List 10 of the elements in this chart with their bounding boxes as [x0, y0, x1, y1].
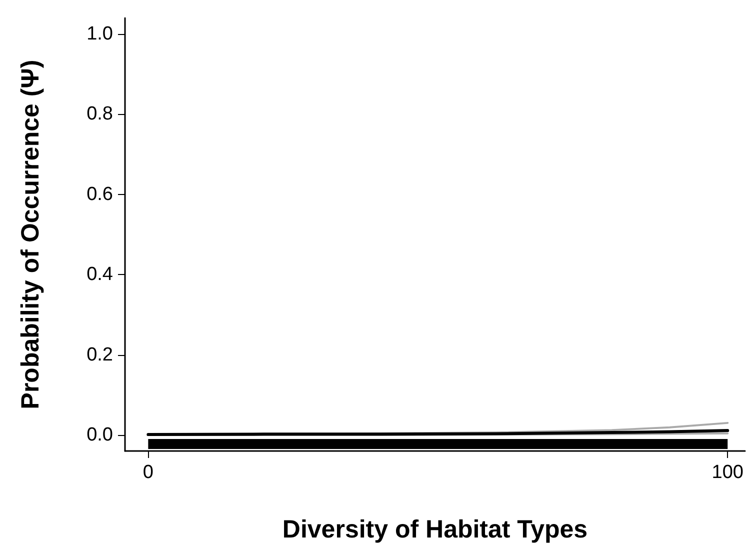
- y-tick-label: 0.6: [86, 184, 113, 205]
- x-tick-label: 0: [142, 462, 154, 483]
- y-tick-label: 0.2: [86, 344, 113, 366]
- y-tick-label: 0.0: [86, 424, 113, 446]
- x-tick-label: 100: [712, 462, 744, 483]
- y-tick-label: 0.4: [86, 264, 114, 286]
- y-axis-title: Probability of Occurrence (Ψ): [16, 60, 44, 410]
- x-axis-title: Diversity of Habitat Types: [282, 516, 588, 544]
- y-tick-label: 1.0: [86, 24, 113, 45]
- y-tick-label: 0.8: [86, 104, 113, 125]
